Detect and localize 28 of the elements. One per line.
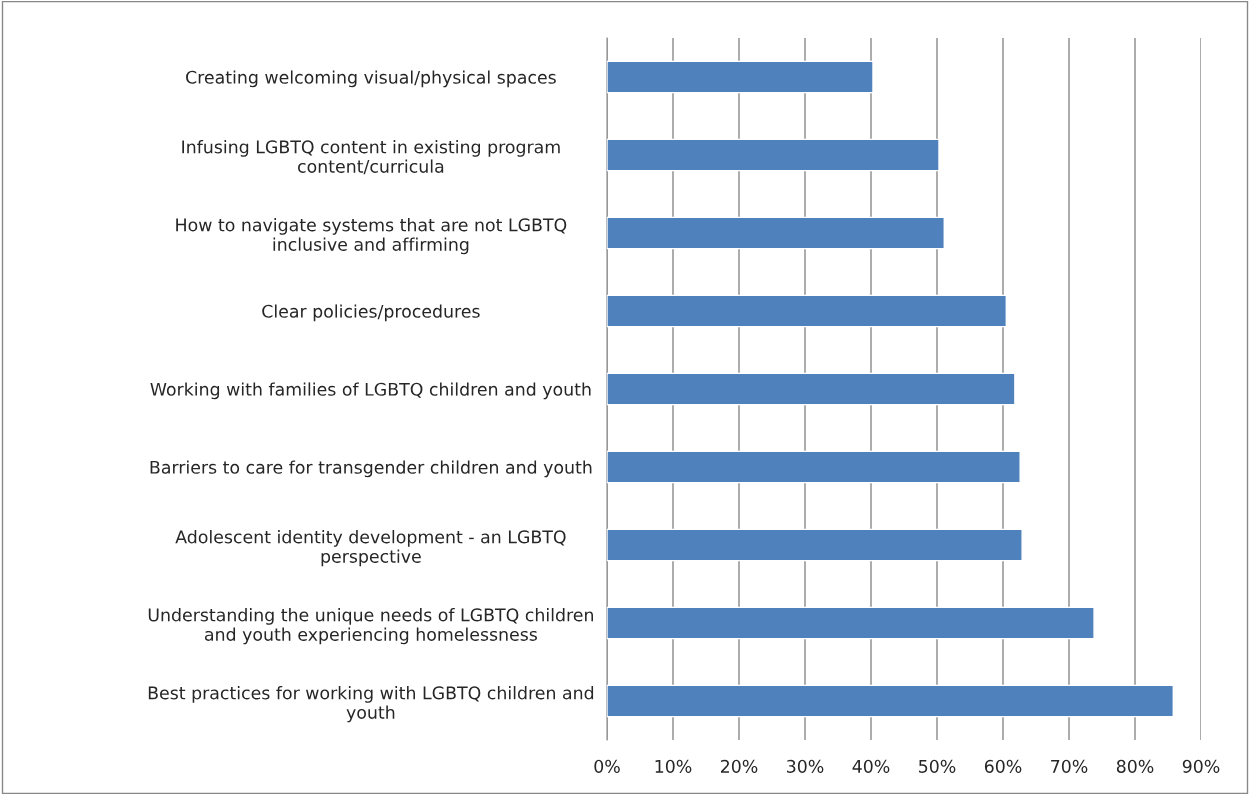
x-tick-label: 90% bbox=[1182, 759, 1220, 773]
y-tick-label: How to navigate systems that are not LGBTQ inclusive and affirming bbox=[176, 218, 567, 255]
bar bbox=[607, 60, 874, 94]
y-tick-label: Adolescent identity development - an LGBTQ perspective bbox=[175, 530, 566, 567]
x-tick-label: 10% bbox=[655, 759, 692, 773]
y-tick-label: Working with families of LGBTQ children and youth bbox=[150, 382, 591, 400]
x-tick-label: 60% bbox=[984, 759, 1022, 773]
bar bbox=[607, 528, 1023, 562]
y-tick-label: Understanding the unique needs of LGBTQ children and youth experiencing homelessness bbox=[148, 608, 593, 645]
x-tick-label: 30% bbox=[787, 759, 824, 773]
y-tick-label: Creating welcoming visual/physical spaces bbox=[186, 70, 556, 88]
y-tick-label: Clear policies/procedures bbox=[262, 304, 480, 322]
bar bbox=[607, 684, 1174, 718]
x-tick-label: 20% bbox=[720, 759, 758, 773]
bar bbox=[607, 216, 945, 250]
bar bbox=[607, 294, 1007, 328]
y-tick-label: Infusing LGBTQ content in existing program content/curricula bbox=[182, 140, 560, 175]
x-tick-label: 70% bbox=[1051, 759, 1088, 773]
x-tick-label: 80% bbox=[1116, 759, 1154, 773]
x-tick-label: 0% bbox=[594, 759, 620, 773]
y-tick-label: Best practices for working with LGBTQ children and youth bbox=[148, 686, 594, 723]
bar bbox=[607, 372, 1016, 406]
x-tick-label: 40% bbox=[852, 759, 890, 773]
bar bbox=[607, 450, 1021, 484]
y-tick-label: Barriers to care for transgender children and youth bbox=[150, 460, 592, 478]
bar bbox=[607, 606, 1095, 640]
bar bbox=[607, 138, 940, 172]
x-tick-label: 50% bbox=[919, 759, 956, 773]
